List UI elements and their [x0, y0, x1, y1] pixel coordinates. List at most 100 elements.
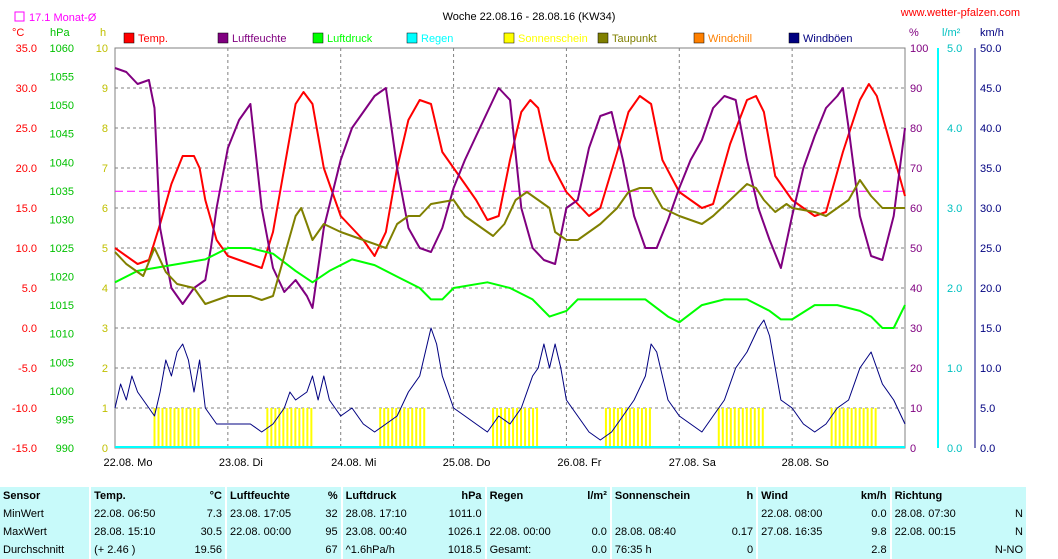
- stats-cell-time: 23.08. 00:40: [340, 523, 432, 541]
- stats-cell-value: 7.3: [206, 508, 222, 520]
- stats-cell-value: N: [1015, 526, 1023, 538]
- humidity-axis-tick: 30: [910, 323, 922, 335]
- stats-cell-time: 22.08. 00:00: [484, 523, 576, 541]
- axis-unit-temp: °C: [12, 27, 24, 39]
- stats-cell-value: 19.56: [194, 544, 222, 556]
- rain-axis-tick: 3.0: [947, 203, 962, 215]
- sunshine-axis-tick: 4: [102, 283, 108, 295]
- sunshine-axis-tick: 3: [102, 323, 108, 335]
- temp-axis-tick: 10.0: [16, 243, 37, 255]
- wind-axis-tick: 20.0: [980, 283, 1001, 295]
- stats-cell-time: 22.08. 00:15: [889, 523, 981, 541]
- stats-cell-time: Gesamt:: [484, 541, 576, 559]
- stats-header-label: Luftdruck: [340, 487, 432, 505]
- stats-cell-value: 0.0: [591, 544, 607, 556]
- wind-axis-tick: 40.0: [980, 123, 1001, 135]
- stats-header-label: Richtung: [889, 487, 981, 505]
- statistics-table: Sensor Temp. °C Luftfeuchte% Luftdruck hPa Reg…: [0, 487, 1026, 559]
- stats-cell-value: 0.0: [591, 526, 607, 538]
- legend-label-temp: Temp.: [138, 33, 168, 45]
- legend-swatch-humidity: [217, 32, 229, 44]
- pressure-axis-tick: 1040: [50, 157, 74, 169]
- stats-cell-value: 2.8: [871, 544, 887, 556]
- monthly-avg-label: 17.1 Monat-Ø: [29, 12, 97, 24]
- wind-axis-tick: 30.0: [980, 203, 1001, 215]
- temp-axis-tick: 25.0: [16, 123, 37, 135]
- legend-swatch-pressure: [312, 32, 324, 44]
- temp-axis-tick: 15.0: [16, 203, 37, 215]
- stats-cell-value: 95: [325, 526, 338, 538]
- stats-cell-value: 0: [747, 544, 754, 556]
- pressure-axis-tick: 1005: [50, 357, 74, 369]
- stats-cell-time: 23.08. 17:05: [224, 505, 317, 523]
- x-axis-label: 24.08. Mi: [331, 457, 376, 469]
- humidity-axis-tick: 50: [910, 243, 922, 255]
- sunshine-axis-tick: 0: [102, 443, 108, 455]
- stats-header-label: Temp.: [89, 487, 181, 505]
- pressure-axis-tick: 1020: [50, 272, 74, 284]
- legend-label-pressure: Luftdruck: [327, 33, 373, 45]
- series-line-gust: [114, 319, 906, 441]
- stats-header-unit: [981, 487, 1026, 505]
- x-axis-label: 25.08. Do: [443, 457, 491, 469]
- legend-label-gust: Windböen: [803, 33, 853, 45]
- stats-cell-value: 1018.5: [447, 544, 482, 556]
- humidity-axis-tick: 40: [910, 283, 922, 295]
- stats-cell-value: 30.5: [200, 526, 222, 538]
- stats-header-label: Sonnenschein: [609, 487, 720, 505]
- stats-header-unit: l/m²: [587, 490, 607, 502]
- stats-cell-time: [756, 541, 848, 559]
- stats-cell-value: 9.8: [871, 526, 887, 538]
- pressure-axis-tick: 990: [56, 443, 74, 455]
- sunshine-axis-tick: 2: [102, 363, 108, 375]
- pressure-axis-tick: 995: [56, 414, 74, 426]
- humidity-axis-tick: 90: [910, 83, 922, 95]
- stats-cell-value: 0.17: [731, 526, 754, 538]
- x-axis-label: 26.08. Fr: [557, 457, 601, 469]
- sunshine-axis-tick: 10: [96, 43, 108, 55]
- axis-unit-sunshine: h: [100, 27, 106, 39]
- pressure-axis-tick: 1015: [50, 300, 74, 312]
- legend-label-windchill: Windchill: [708, 33, 752, 45]
- stats-cell-time: 22.08. 06:50: [89, 505, 181, 523]
- stats-cell-time: (+ 2.46 ): [89, 541, 181, 559]
- stats-header-unit: °C: [209, 490, 222, 502]
- temp-axis-tick: 30.0: [16, 83, 37, 95]
- stats-header-unit: hPa: [461, 490, 482, 502]
- humidity-axis-tick: 20: [910, 363, 922, 375]
- stats-header-sensor: Sensor: [3, 490, 41, 502]
- stats-cell-time: 28.08. 08:40: [609, 523, 720, 541]
- pressure-axis-tick: 1030: [50, 214, 74, 226]
- stats-cell-value: 0.0: [871, 508, 887, 520]
- stats-header-label: Regen: [484, 487, 576, 505]
- legend-label-rain: Regen: [421, 33, 453, 45]
- axis-unit-humidity: %: [909, 27, 919, 39]
- wind-axis-tick: 0.0: [980, 443, 995, 455]
- chart-title: Woche 22.08.16 - 28.08.16 (KW34): [443, 11, 616, 23]
- stats-cell-time: [889, 541, 981, 559]
- stats-cell-value: 67: [325, 544, 338, 556]
- humidity-axis-tick: 60: [910, 203, 922, 215]
- stats-cell-value: N-NO: [994, 544, 1023, 556]
- stats-cell-value: 32: [325, 508, 338, 520]
- sunshine-axis-tick: 8: [102, 123, 108, 135]
- wind-axis-tick: 35.0: [980, 163, 1001, 175]
- rain-axis-tick: 5.0: [947, 43, 962, 55]
- pressure-axis-tick: 1000: [50, 386, 74, 398]
- temp-axis-tick: 35.0: [16, 43, 37, 55]
- rain-axis-tick: 1.0: [947, 363, 962, 375]
- pressure-axis-tick: 1010: [50, 329, 74, 341]
- wind-axis-tick: 15.0: [980, 323, 1001, 335]
- stats-row-label: MinWert: [3, 508, 44, 520]
- stats-cell-time: 22.08. 08:00: [756, 505, 848, 523]
- axis-unit-pressure: hPa: [50, 27, 70, 39]
- source-link: www.wetter-pfalzen.com: [900, 7, 1020, 19]
- wind-axis-tick: 10.0: [980, 363, 1001, 375]
- wind-axis-tick: 25.0: [980, 243, 1001, 255]
- humidity-axis-tick: 80: [910, 123, 922, 135]
- stats-header-label: Wind: [756, 487, 848, 505]
- pressure-axis-tick: 1060: [50, 43, 74, 55]
- humidity-axis-tick: 10: [910, 403, 922, 415]
- sunshine-axis-tick: 6: [102, 203, 108, 215]
- temp-axis-tick: 0.0: [22, 323, 37, 335]
